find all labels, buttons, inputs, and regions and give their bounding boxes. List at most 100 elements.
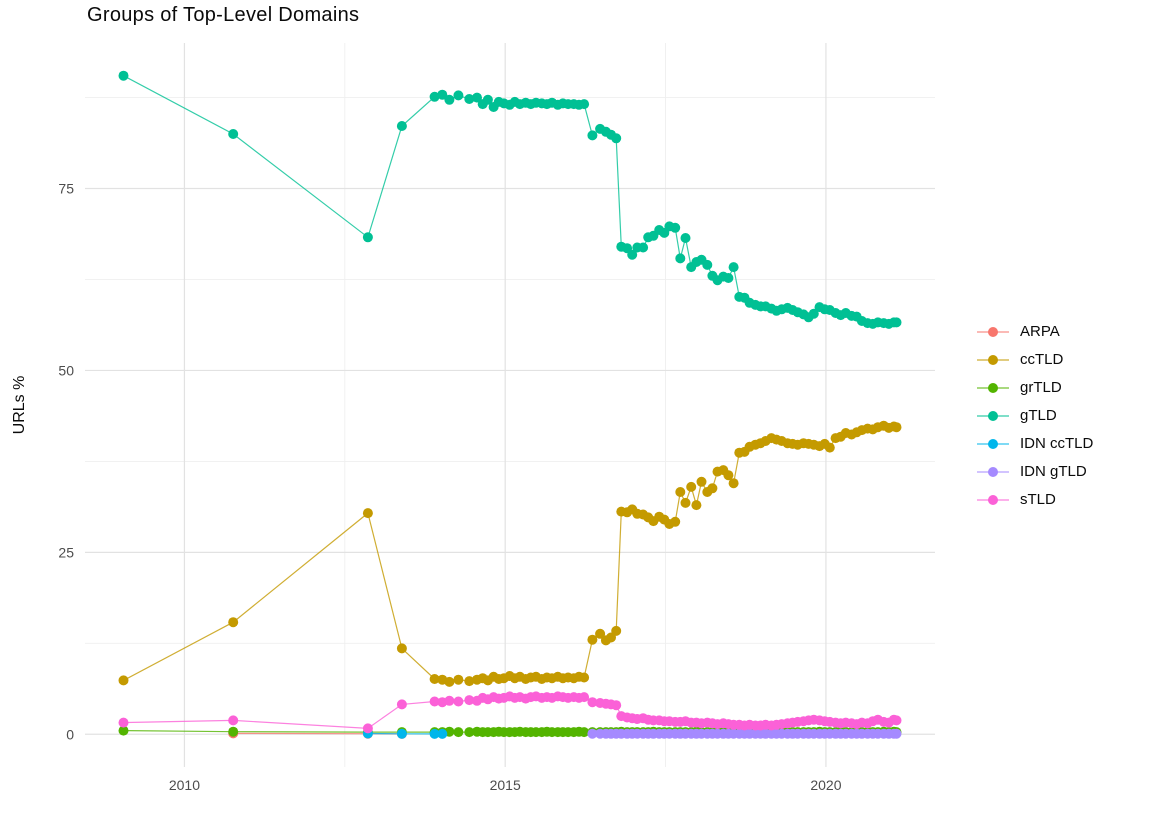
- data-point-gtld: [472, 92, 482, 103]
- data-point-stld: [891, 715, 902, 726]
- data-point-gtld: [611, 133, 622, 144]
- data-point-idn-gtld: [891, 728, 902, 739]
- data-point-stld: [611, 700, 622, 711]
- data-point-stld: [453, 696, 464, 707]
- legend-item-stld: sTLD: [976, 491, 1093, 508]
- data-point-cctld: [595, 628, 606, 639]
- data-point-cctld: [675, 487, 686, 497]
- data-point-gtld: [587, 130, 598, 141]
- legend-label: grTLD: [1020, 379, 1062, 396]
- data-point-grtld: [464, 727, 475, 738]
- data-point-cctld: [728, 478, 739, 489]
- legend-item-gtld: gTLD: [976, 407, 1093, 424]
- chart-title: Groups of Top-Level Domains: [87, 4, 360, 26]
- legend-key-icon: [977, 382, 1009, 393]
- legend-item-idn-gtld: IDN gTLD: [976, 463, 1093, 480]
- legend-label: ccTLD: [1020, 351, 1064, 368]
- data-point-stld: [228, 715, 239, 726]
- data-point-idn-cctld: [429, 728, 440, 739]
- data-point-gtld: [118, 70, 129, 81]
- legend-key-dot: [988, 410, 998, 421]
- legend-item-cctld: ccTLD: [976, 351, 1093, 368]
- data-point-stld: [396, 699, 407, 710]
- legend-label: IDN ccTLD: [1020, 435, 1094, 452]
- legend-label: IDN gTLD: [1020, 463, 1087, 480]
- series-line-gtld: [123, 75, 897, 325]
- legend-key-dot: [988, 494, 998, 505]
- data-point-gtld: [808, 308, 819, 319]
- data-point-stld: [464, 695, 475, 706]
- data-point-cctld: [723, 470, 734, 481]
- data-point-gtld: [670, 222, 681, 233]
- legend-item-grtld: grTLD: [976, 379, 1093, 396]
- data-point-gtld: [723, 273, 734, 283]
- data-point-gtld: [891, 317, 902, 328]
- data-point-gtld: [464, 94, 475, 104]
- legend-label: sTLD: [1020, 491, 1056, 508]
- data-point-idn-gtld: [587, 728, 598, 739]
- data-point-grtld: [228, 726, 239, 737]
- y-tick-label: 75: [58, 181, 74, 197]
- data-point-gtld: [728, 262, 739, 273]
- x-tick-label: 2015: [490, 777, 521, 793]
- data-point-cctld: [891, 422, 902, 433]
- data-point-gtld: [228, 129, 239, 139]
- data-point-gtld: [429, 91, 440, 102]
- data-point-cctld: [118, 675, 129, 686]
- data-point-cctld: [587, 634, 598, 645]
- data-point-gtld: [702, 259, 713, 270]
- data-point-stld: [444, 695, 455, 706]
- legend-item-idn-cctld: IDN ccTLD: [976, 435, 1094, 452]
- data-point-cctld: [453, 674, 464, 685]
- data-point-cctld: [691, 500, 702, 511]
- data-point-cctld: [670, 516, 681, 527]
- data-point-cctld: [680, 497, 691, 508]
- data-point-gtld: [396, 121, 407, 131]
- legend: ARPA ccTLD grTLD gTLD IDN ccTLD IDN gTLD sTLD: [976, 323, 1094, 508]
- data-point-cctld: [824, 442, 835, 453]
- data-point-cctld: [228, 617, 239, 628]
- data-point-grtld: [118, 725, 129, 736]
- data-point-stld: [579, 692, 590, 703]
- legend-key-icon: [977, 326, 1009, 337]
- y-tick-label: 50: [58, 362, 74, 378]
- data-point-gtld: [675, 253, 686, 264]
- legend-key-icon: [977, 354, 1009, 365]
- data-point-cctld: [464, 676, 475, 687]
- x-tick-label: 2010: [169, 777, 200, 793]
- y-tick-label: 25: [58, 544, 74, 560]
- data-point-cctld: [362, 508, 373, 519]
- data-point-gtld: [362, 232, 373, 243]
- data-point-gtld: [638, 242, 649, 253]
- x-tick-label: 2020: [810, 777, 841, 793]
- data-point-gtld: [680, 233, 691, 243]
- legend-key-icon: [977, 410, 1009, 421]
- legend-item-arpa: ARPA: [976, 323, 1093, 340]
- data-point-gtld: [482, 94, 493, 105]
- y-tick-label: 0: [66, 726, 74, 742]
- legend-key-dot: [988, 354, 998, 365]
- data-point-idn-cctld: [437, 728, 448, 739]
- data-point-grtld: [453, 727, 464, 738]
- legend-key-icon: [977, 494, 1009, 505]
- data-point-cctld: [707, 483, 718, 494]
- data-point-idn-cctld: [396, 728, 407, 739]
- data-point-gtld: [444, 94, 455, 105]
- data-point-cctld: [444, 676, 455, 687]
- legend-key-icon: [977, 466, 1009, 477]
- data-point-cctld: [611, 625, 622, 636]
- data-point-gtld: [437, 89, 448, 100]
- data-point-stld: [429, 696, 440, 707]
- data-point-gtld: [453, 90, 464, 101]
- data-point-cctld: [579, 672, 590, 683]
- legend-label: gTLD: [1020, 407, 1057, 424]
- legend-key-dot: [988, 382, 998, 393]
- data-point-cctld: [429, 674, 440, 684]
- data-point-stld: [587, 697, 598, 708]
- data-point-gtld: [579, 99, 590, 110]
- data-point-grtld: [579, 727, 590, 738]
- legend-key-dot: [988, 326, 998, 337]
- legend-label: ARPA: [1020, 323, 1060, 340]
- legend-key-dot: [988, 466, 998, 477]
